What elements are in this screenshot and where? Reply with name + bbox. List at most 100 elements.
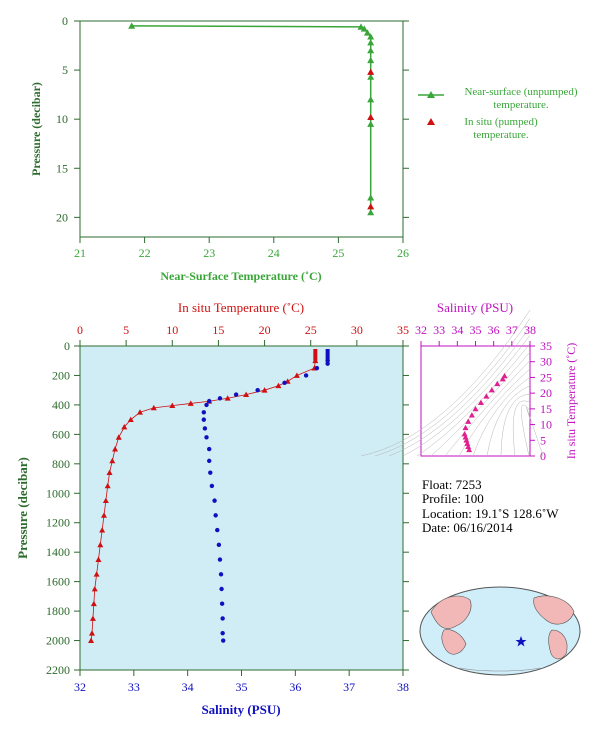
near-surface-point [363, 29, 371, 36]
ts-point [488, 387, 495, 393]
salinity-point [314, 365, 320, 371]
near-surface-point [367, 39, 375, 46]
density-contour [486, 385, 531, 457]
density-contour [374, 318, 531, 457]
salinity-point [303, 373, 309, 378]
main-sal-tick-label: 36 [289, 680, 301, 694]
ts-point [463, 437, 470, 443]
near-surface-point [367, 73, 375, 80]
ts-point [468, 412, 475, 418]
main-top-axis-label: In situ Temperature (˚C) [178, 300, 304, 315]
main-temp-tick-label: 10 [166, 323, 178, 337]
main-chart: 0200400600800100012001400160018002000220… [15, 300, 409, 717]
near-surface-point [367, 46, 375, 54]
salinity-point [325, 361, 330, 366]
near-surface-point [367, 208, 375, 216]
ts-y-tick-label: 35 [540, 339, 552, 353]
main-plot-frame [79, 345, 404, 671]
density-contour [444, 360, 531, 457]
main-y-tick-label: 200 [52, 368, 70, 382]
salinity-surface-bar [325, 349, 330, 361]
main-temp-tick-label: 20 [259, 323, 271, 337]
main-y-tick-label: 1600 [46, 575, 70, 589]
salinity-point [201, 410, 207, 415]
top-y-tick-label: 15 [56, 161, 68, 175]
legend-label-near-surface: Near-surface (unpumped) temperature. [464, 86, 578, 111]
temperature-point [106, 469, 113, 476]
main-temp-tick-label: 25 [305, 323, 317, 337]
map-land-australia [441, 629, 467, 655]
main-temp-tick-label: 0 [77, 323, 83, 337]
salinity-point [202, 426, 208, 431]
salinity-point [233, 392, 239, 397]
ts-x-tick-label: 33 [433, 323, 445, 337]
temperature-point [150, 404, 157, 411]
top-y-tick-label: 5 [62, 63, 68, 77]
ts-point [501, 372, 508, 379]
ts-x-tick-label: 34 [451, 323, 463, 337]
ts-x-tick-label: 37 [506, 323, 518, 337]
top-y-axis-label: Pressure (decibar) [29, 82, 43, 176]
main-y-tick-label: 0 [64, 339, 70, 353]
temperature-point [127, 416, 134, 423]
near-surface-point [367, 120, 375, 127]
temperature-point [312, 357, 319, 364]
temperature-point [99, 527, 106, 533]
temperature-point [112, 446, 119, 452]
near-surface-point [367, 194, 375, 201]
ts-point [483, 393, 490, 399]
ts-point [465, 418, 472, 424]
main-y-tick-label: 600 [52, 427, 70, 441]
ts-y-tick-label: 20 [540, 386, 552, 400]
salinity-point [212, 498, 217, 503]
temperature-point [88, 637, 95, 643]
temperature-point [97, 541, 104, 548]
top-legend: Near-surface (unpumped) temperature. In … [418, 86, 578, 141]
map-land-south-america [548, 629, 568, 660]
top-y-tick-label: 10 [56, 112, 68, 126]
in-situ-point [367, 68, 375, 75]
temperature-point [91, 586, 98, 592]
temperature-point [136, 409, 143, 415]
main-sal-tick-label: 34 [182, 680, 194, 694]
world-map [419, 586, 581, 676]
salinity-point [213, 513, 218, 518]
main-sal-tick-label: 32 [74, 680, 86, 694]
legend-marker-in-situ [427, 118, 435, 125]
density-contour [512, 400, 531, 457]
top-y-tick-label: 0 [62, 14, 68, 28]
ts-y-tick-label: 10 [540, 418, 552, 432]
salinity-point [282, 380, 287, 386]
salinity-point [220, 630, 225, 636]
salinity-point [207, 446, 212, 452]
density-contour [416, 343, 531, 457]
near-surface-point [360, 25, 368, 32]
ts-y-tick-label: 0 [540, 449, 546, 463]
profile-number: Profile: 100 [422, 491, 484, 506]
top-y-tick-label: 20 [56, 210, 68, 224]
near-surface-point [367, 56, 375, 64]
top-plot-frame [79, 20, 404, 238]
temperature-point [121, 424, 128, 430]
top-x-tick-label: 22 [139, 246, 151, 260]
density-contour [500, 393, 531, 457]
temperature-point [90, 600, 97, 607]
ts-x-tick-label: 36 [488, 323, 500, 337]
ts-point [465, 443, 472, 449]
salinity-point [204, 402, 209, 408]
main-y-tick-label: 1000 [46, 486, 70, 500]
ts-point [477, 399, 484, 405]
salinity-point [255, 387, 260, 393]
float-location-marker [515, 636, 527, 647]
main-y-tick-label: 2000 [46, 634, 70, 648]
ts-y-tick-label: 5 [540, 433, 546, 447]
main-y-axis-label: Pressure (decibar) [15, 457, 30, 559]
ts-plot-frame [420, 345, 531, 457]
temperature-point [88, 630, 95, 636]
legend-label-in-situ: In situ (pumped) temperature. [464, 116, 538, 141]
top-chart: 0 5 10 15 20 21 22 23 24 25 26 Near-Surface Tempe… [29, 14, 578, 283]
temperature-point [261, 387, 268, 393]
top-x-tick-label: 26 [397, 246, 409, 260]
